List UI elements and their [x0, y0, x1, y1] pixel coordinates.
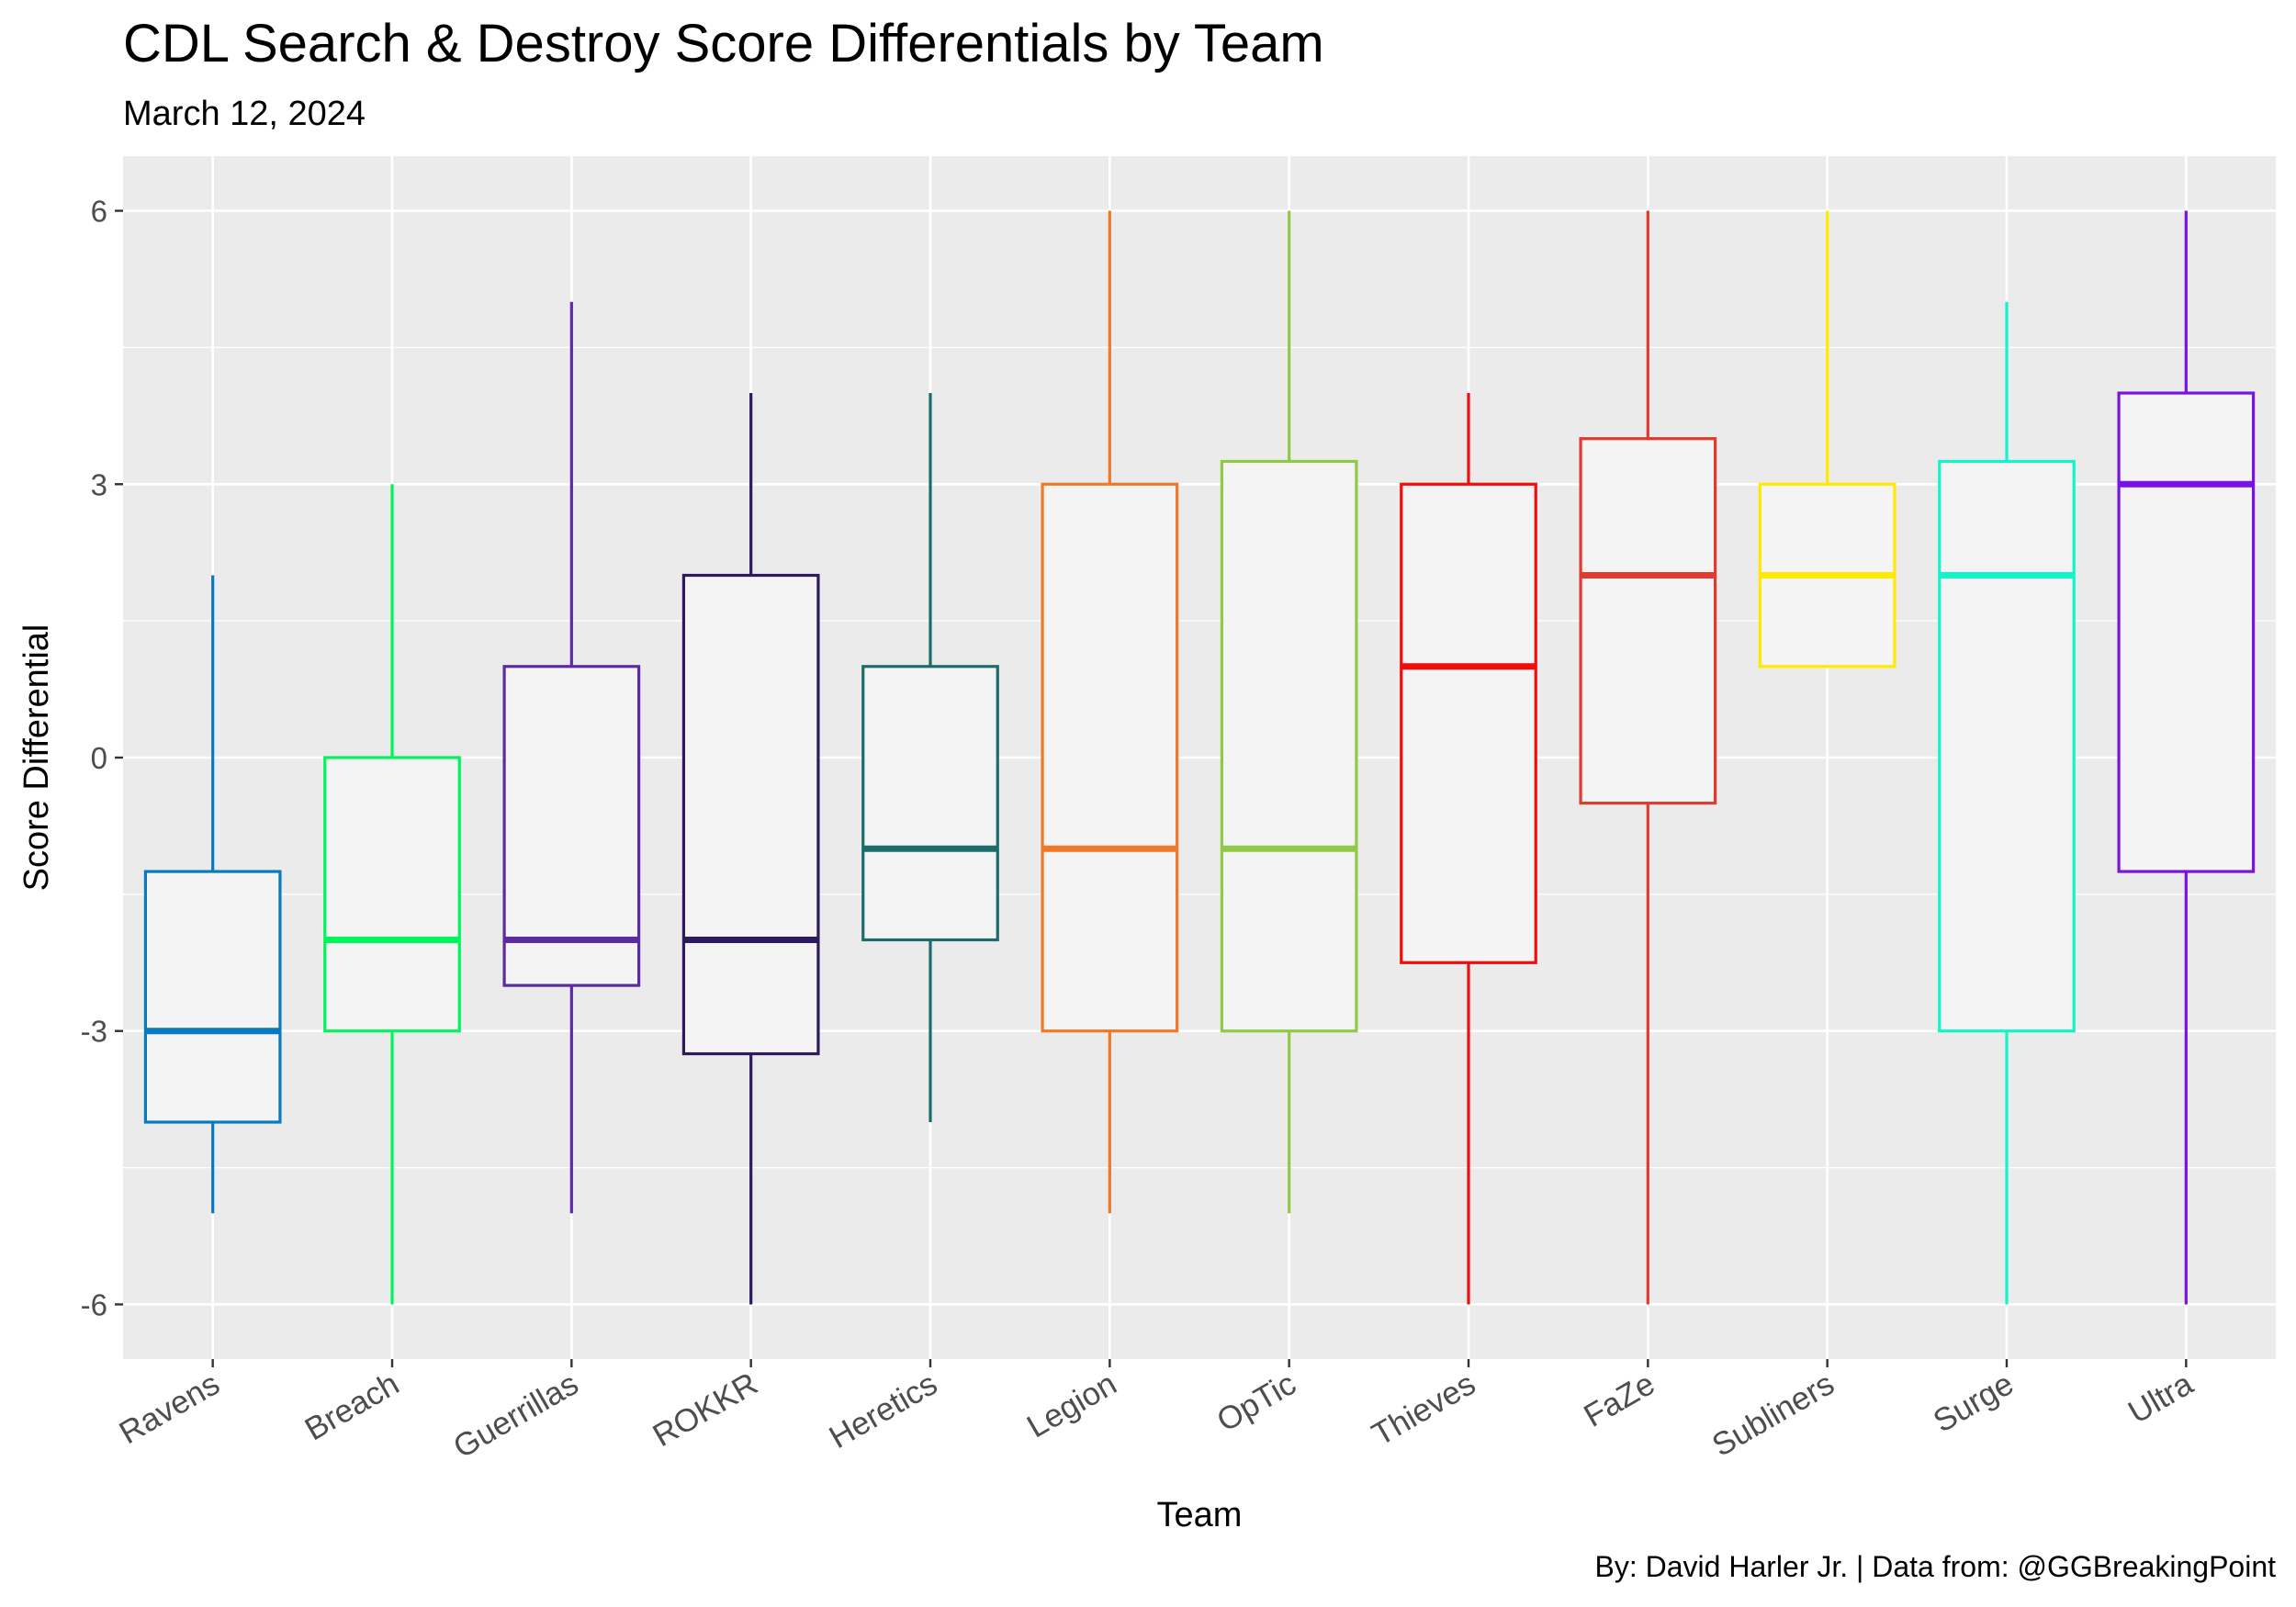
x-tick-label: FaZe — [1578, 1365, 1660, 1434]
box-iqr — [1938, 459, 2076, 1033]
x-tick-label: Thieves — [1366, 1365, 1481, 1453]
box-iqr — [1579, 437, 1717, 805]
box-faze — [1579, 210, 1717, 1305]
box-thieves — [1400, 393, 1537, 1305]
x-tick-label: Subliners — [1706, 1365, 1840, 1464]
y-tick-label: 0 — [91, 741, 107, 775]
box-legion — [1041, 210, 1179, 1214]
box-optic — [1220, 210, 1358, 1214]
box-rokkr — [681, 393, 820, 1305]
x-tick-label: Ultra — [2122, 1365, 2200, 1431]
x-tick-label: OpTic — [1210, 1365, 1301, 1439]
box-surge — [1938, 301, 2076, 1305]
chart-title: CDL Search & Destroy Score Differentials… — [123, 14, 1324, 73]
box-iqr — [1220, 459, 1358, 1033]
x-tick-label: Legion — [1021, 1365, 1123, 1444]
y-tick-label: 3 — [91, 467, 107, 501]
x-tick-label: Surge — [1928, 1365, 2020, 1439]
box-iqr — [2117, 391, 2256, 873]
y-tick-label: -6 — [81, 1287, 107, 1321]
box-breach — [323, 484, 461, 1305]
chart-caption: By: David Harler Jr. | Data from: @GGBre… — [1594, 1550, 2276, 1583]
box-subliners — [1758, 210, 1896, 669]
box-iqr — [323, 756, 461, 1033]
x-tick-label: ROKKR — [647, 1365, 763, 1454]
x-tick-label: Heretics — [823, 1365, 943, 1455]
x-tick-label: Ravens — [113, 1365, 225, 1451]
box-ravens — [143, 575, 282, 1214]
y-axis-title: Score Differential — [17, 624, 56, 892]
box-layer — [143, 210, 2256, 1305]
box-heretics — [861, 393, 999, 1122]
box-iqr — [1041, 482, 1179, 1033]
box-guerrillas — [502, 301, 641, 1214]
y-tick-label: -3 — [81, 1015, 107, 1049]
box-iqr — [502, 665, 641, 987]
x-tick-label: Guerrillas — [447, 1365, 584, 1466]
x-tick-label: Breach — [298, 1365, 405, 1447]
box-iqr — [1400, 482, 1537, 964]
box-iqr — [143, 870, 282, 1124]
y-tick-label: 6 — [91, 195, 107, 229]
box-iqr — [861, 665, 999, 942]
x-axis-title: Team — [1157, 1496, 1243, 1534]
box-iqr — [681, 573, 820, 1056]
box-ultra — [2117, 210, 2256, 1305]
chart-subtitle: March 12, 2024 — [123, 95, 366, 133]
